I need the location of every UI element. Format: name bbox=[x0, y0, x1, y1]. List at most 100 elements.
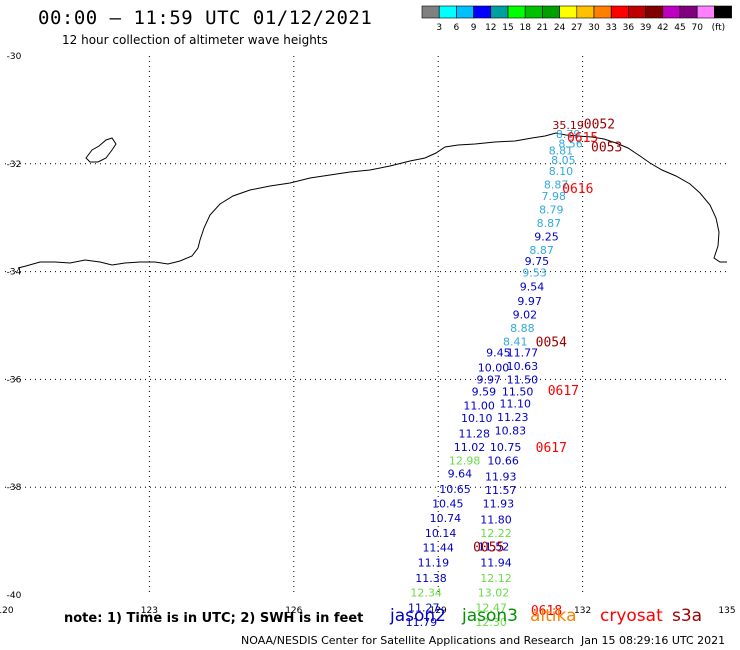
pass-time-label: 0618 bbox=[531, 604, 562, 619]
wave-height-label: 8.79 bbox=[539, 204, 564, 217]
pass-time-label: 0053 bbox=[591, 141, 622, 156]
wave-height-label: 11.38 bbox=[415, 572, 447, 585]
legend-tick-label: 70 bbox=[691, 23, 703, 33]
legend-swatch bbox=[696, 5, 715, 19]
legend-swatch bbox=[507, 5, 526, 19]
wave-height-label: 11.44 bbox=[422, 542, 454, 555]
pass-time-label: 0055 bbox=[473, 540, 504, 555]
legend-unit-label: (ft) bbox=[712, 23, 726, 33]
wave-height-label: 9.53 bbox=[522, 267, 547, 280]
wave-height-label: 7.98 bbox=[541, 190, 566, 203]
y-tick-label: -40 bbox=[7, 591, 22, 601]
wave-height-label: 8.41 bbox=[503, 336, 528, 349]
wave-height-label: 10.63 bbox=[507, 360, 539, 373]
wave-height-label: 11.77 bbox=[507, 346, 539, 359]
legend-jason3: jason3 bbox=[462, 606, 518, 626]
wave-height-label: 12.47 bbox=[475, 601, 507, 614]
lat-lon-grid bbox=[5, 56, 727, 595]
wave-height-label: 35.19 bbox=[552, 119, 584, 132]
legend-swatch bbox=[542, 5, 560, 19]
x-tick-label: 123 bbox=[141, 606, 158, 616]
pass-time-label: 0052 bbox=[584, 117, 615, 132]
wave-height-label: 11.79 bbox=[406, 616, 438, 629]
wave-height-label: 11.57 bbox=[485, 484, 517, 497]
wave-height-label: 8.88 bbox=[510, 322, 535, 335]
kangaroo-island bbox=[85, 137, 117, 163]
wave-height-label: 11.02 bbox=[454, 441, 486, 454]
wave-height-label: 13.02 bbox=[478, 586, 510, 599]
legend-swatch bbox=[662, 5, 681, 19]
pass-time-label: 0615 bbox=[567, 131, 598, 146]
wave-height-label: 12.98 bbox=[449, 454, 481, 467]
legend-tick-label: 33 bbox=[605, 23, 616, 33]
legend-tick-label: 3 bbox=[436, 23, 442, 33]
legend-swatch bbox=[524, 5, 543, 19]
wave-height-label: 10.74 bbox=[430, 512, 462, 525]
wave-height-label: 9.97 bbox=[517, 295, 542, 308]
wave-height-label: 11.93 bbox=[485, 470, 517, 483]
wave-height-label: 8.87 bbox=[544, 178, 569, 191]
x-tick-label: 129 bbox=[430, 606, 447, 616]
legend-s3a: s3a bbox=[672, 606, 703, 626]
wave-height-label: 11.93 bbox=[483, 497, 515, 510]
legend-tick-label: 18 bbox=[519, 23, 531, 33]
y-tick-label: -30 bbox=[7, 52, 22, 62]
coastline bbox=[17, 132, 727, 269]
wave-height-label: 11.50 bbox=[502, 385, 534, 398]
generated-timestamp: Jan 15 08:29:16 UTC 2021 bbox=[581, 634, 726, 647]
wave-height-label: 10.45 bbox=[432, 497, 464, 510]
legend-tick-label: 24 bbox=[554, 23, 566, 33]
legend-swatch bbox=[628, 5, 646, 19]
credit-text: NOAA/NESDIS Center for Satellite Applica… bbox=[241, 634, 575, 647]
wave-height-label: 12.22 bbox=[480, 527, 512, 540]
wave-height-label: 10.00 bbox=[478, 362, 510, 375]
wave-height-label: 8.87 bbox=[537, 217, 562, 230]
wave-height-label: 8.10 bbox=[549, 165, 574, 178]
y-tick-label: -34 bbox=[7, 268, 22, 278]
legend-swatch bbox=[576, 5, 595, 19]
wave-height-label: 11.50 bbox=[507, 373, 539, 386]
legend-tick-label: 30 bbox=[588, 23, 600, 33]
x-tick-label: 126 bbox=[285, 606, 302, 616]
wave-height-label: 12.34 bbox=[410, 586, 442, 599]
wave-height-label: 10.65 bbox=[439, 483, 471, 496]
legend-tick-label: 39 bbox=[640, 23, 652, 33]
legend-tick-label: 27 bbox=[571, 23, 582, 33]
wave-height-label: 12.30 bbox=[475, 616, 507, 629]
legend-swatch bbox=[456, 5, 474, 19]
wave-height-label: 11.27 bbox=[408, 601, 440, 614]
wave-height-label: 12.12 bbox=[480, 572, 512, 585]
legend-tick-label: 9 bbox=[471, 23, 477, 33]
legend-jason2: jason2 bbox=[390, 606, 446, 626]
x-tick-label: 120 bbox=[0, 606, 14, 616]
wave-height-label: 8.79 bbox=[556, 128, 581, 141]
legend-swatch bbox=[473, 5, 492, 19]
wave-height-label: 9.54 bbox=[520, 281, 545, 294]
y-tick-label: -32 bbox=[7, 160, 22, 170]
axis-tick-labels: 120 123 126 129 132 135 -30 -32 -34 -36 -38 -40 bbox=[0, 52, 736, 616]
wave-height-label: 9.25 bbox=[534, 231, 559, 244]
wave-height-label: 9.75 bbox=[525, 255, 550, 268]
legend-swatch bbox=[645, 5, 664, 19]
color-legend: 3 6 9 12 15 18 21 24 27 30 33 36 39 42 45 70 (ft) bbox=[421, 5, 732, 33]
legend-tick-label: 12 bbox=[485, 23, 496, 33]
wave-height-label: 9.45 bbox=[486, 346, 511, 359]
legend-tick-label: 15 bbox=[502, 23, 513, 33]
pass-time-label: 0617 bbox=[548, 384, 579, 399]
wave-height-label: 11.52 bbox=[478, 540, 510, 553]
wave-height-observations: 35.198.798.568.818.058.108.877.988.798.8… bbox=[406, 119, 584, 629]
y-tick-label: -36 bbox=[7, 375, 22, 385]
x-tick-label: 132 bbox=[574, 606, 591, 616]
legend-swatch bbox=[593, 5, 612, 19]
legend-swatch bbox=[714, 5, 732, 19]
wave-height-label: 8.81 bbox=[549, 144, 574, 157]
legend-swatch bbox=[438, 5, 457, 19]
legend-swatch bbox=[559, 5, 578, 19]
legend-swatch bbox=[610, 5, 629, 19]
units-note: note: 1) Time is in UTC; 2) SWH is in fe… bbox=[64, 611, 364, 626]
wave-height-label: 9.59 bbox=[472, 385, 497, 398]
legend-tick-label: 21 bbox=[537, 23, 548, 33]
y-tick-label: -38 bbox=[7, 483, 22, 493]
wave-height-label: 10.14 bbox=[425, 527, 457, 540]
